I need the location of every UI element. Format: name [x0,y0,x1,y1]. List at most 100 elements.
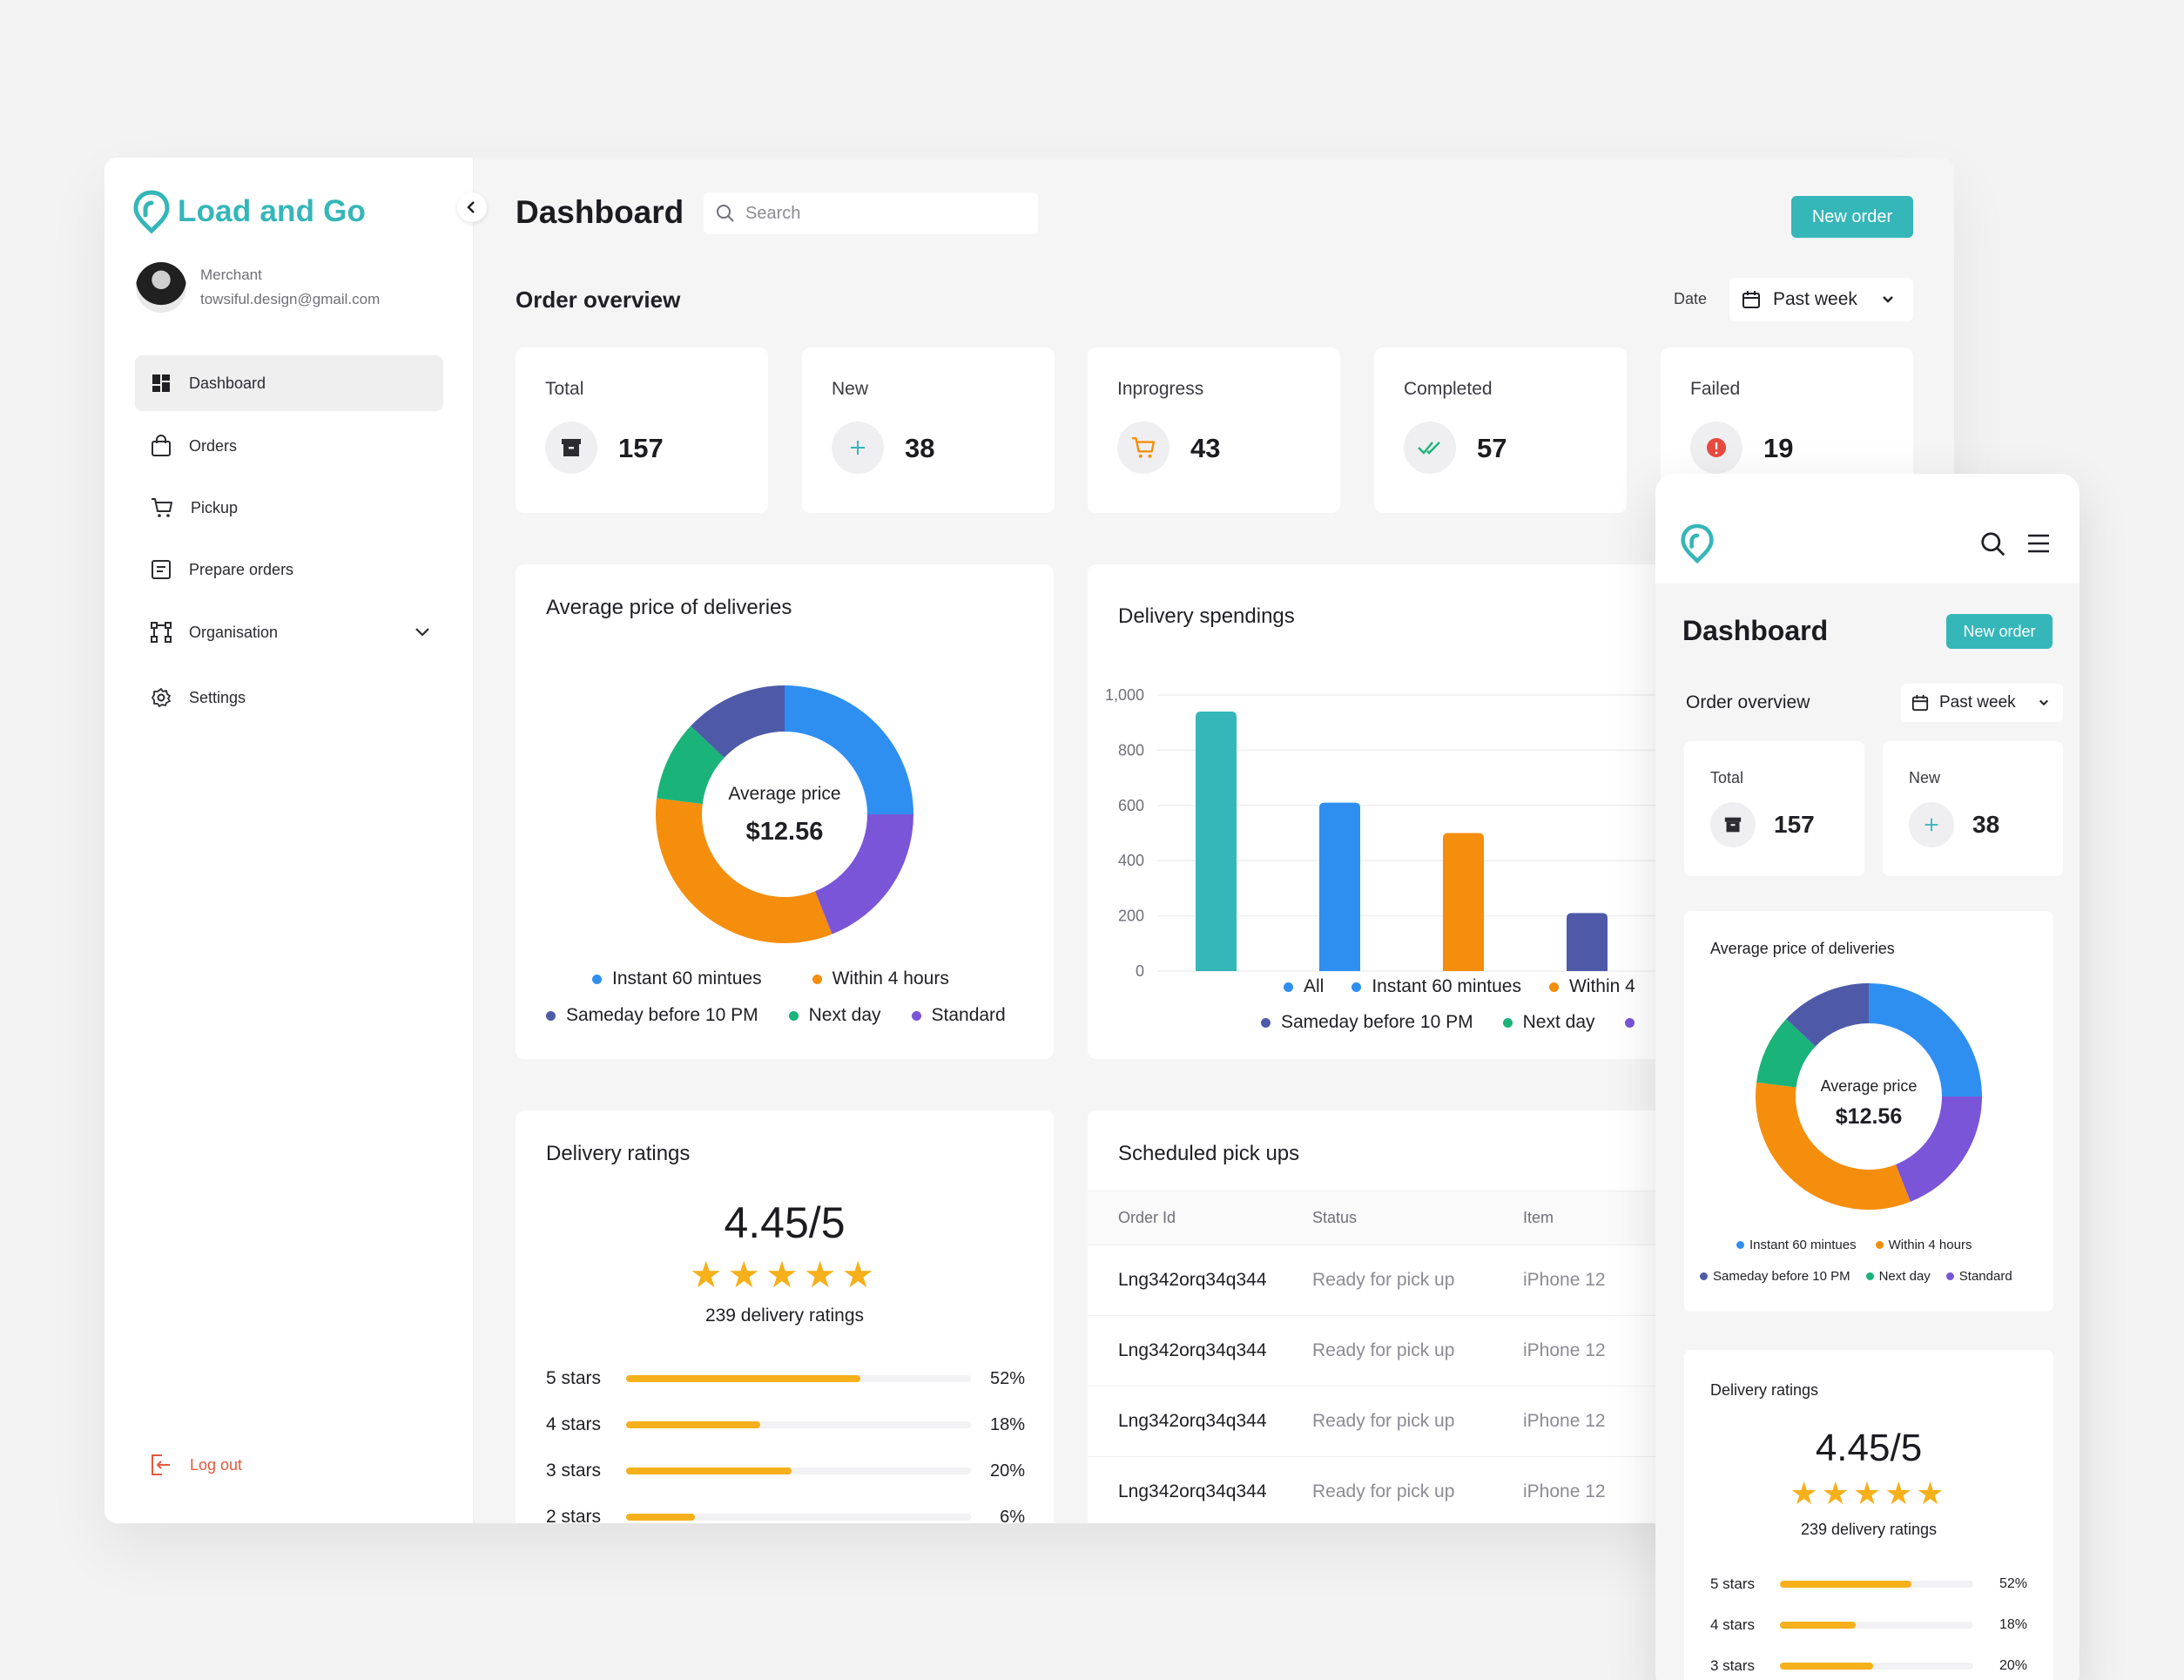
donut-center-value: $12.56 [1836,1104,1902,1129]
bar-legend-row-1: All Instant 60 mintues Within 4 [1284,976,1635,997]
bar-all[interactable] [1196,712,1237,971]
page-title: Dashboard [516,194,684,230]
y-tick-label: 400 [1118,852,1144,869]
donut-slice-standard[interactable] [814,814,913,934]
sidebar-item-label: Dashboard [189,374,266,392]
panel-title: Delivery ratings [1710,1381,1819,1399]
user-profile[interactable]: Merchant towsiful.design@gmail.com [136,262,380,313]
rating-bar-fill [1780,1663,1873,1670]
sidebar-item-pickup[interactable]: Pickup [135,480,443,536]
donut-slice-within-4-hours[interactable] [656,798,832,943]
legend-item: Sameday before 10 PM [1700,1269,1850,1284]
order-id-cell: Lng342orq34q344 [1088,1245,1312,1316]
donut-slice-instant-60-mintues[interactable] [785,685,913,814]
rating-row: 2 stars 6% [546,1504,1025,1523]
archive-icon [1710,802,1756,847]
date-range-select[interactable]: Past week [1729,278,1913,321]
mobile-stat-card-total[interactable]: Total 157 [1684,741,1864,876]
new-order-button[interactable]: New order [1791,196,1913,238]
rating-row-label: 5 stars [546,1368,602,1388]
bar-instant-60-mintues[interactable] [1319,802,1360,971]
sidebar-item-dashboard[interactable]: Dashboard [135,355,443,411]
rating-count: 239 delivery ratings [704,1306,865,1326]
column-header[interactable]: Order Id [1088,1191,1312,1245]
menu-icon[interactable] [2026,533,2051,554]
rating-bar-fill [1780,1622,1856,1629]
mobile-new-order-button[interactable]: New order [1946,614,2053,649]
mobile-page-title: Dashboard [1682,615,1829,646]
legend-item: Within 4 [1548,976,1635,997]
donut-slice-instant-60-mintues[interactable] [1869,983,1982,1096]
rating-row-percent: 6% [1000,1507,1025,1524]
logout-button[interactable]: Log out [150,1454,242,1476]
table-row[interactable]: Lng342orq34q344 Ready for pick up iPhone 1… [1088,1456,1913,1523]
mobile-overview-title: Order overview [1686,692,1810,712]
mobile-avg-price-panel: Average price of deliveries Average pric… [1684,911,2053,1312]
gear-icon [152,688,171,707]
stat-label: Inprogress [1117,379,1204,399]
rating-row: 3 stars 20% [1710,1653,2027,1679]
y-tick-label: 0 [1136,962,1144,980]
rating-bar-fill [626,1514,696,1521]
donut-slice-next-day[interactable] [657,725,725,805]
bar-within-4[interactable] [1443,833,1484,972]
bar-sameday-before-10-pm[interactable] [1567,913,1608,971]
donut-chart: Average price $12.56 [1756,983,1982,1210]
user-role: Merchant [200,267,262,283]
stat-value: 43 [1190,433,1221,463]
donut-slice-standard[interactable] [1895,1096,1982,1202]
donut-center-label: Average price [728,784,840,804]
legend-item: Sameday before 10 PM [546,1005,758,1026]
calendar-icon [1742,291,1760,308]
sidebar-item-orders[interactable]: Orders [135,418,443,474]
sidebar-item-prepare-orders[interactable]: Prepare orders [135,542,443,597]
rating-row: 4 stars 18% [546,1412,1025,1438]
stat-card-inprogress[interactable]: Inprogress 43 [1088,347,1340,513]
logo[interactable]: Load and Go [132,189,366,234]
stat-card-total[interactable]: Total 157 [516,347,768,513]
legend-item: Standard [1945,1269,2012,1284]
rating-row: 5 stars 52% [546,1366,1025,1392]
chevron-down-icon[interactable] [414,624,431,641]
sidebar-item-label: Pickup [191,498,239,516]
plus-icon [1909,802,1954,847]
date-range-value: Past week [1939,693,2016,712]
mobile-date-select[interactable]: Past week [1901,684,2063,722]
stat-card-new[interactable]: New 38 [802,347,1055,513]
rating-bar-track [1780,1663,1973,1670]
sidebar-item-label: Settings [189,688,246,706]
rating-row-label: 4 stars [1710,1616,1756,1633]
search-bar[interactable] [704,192,1038,234]
search-icon [717,205,734,222]
column-header[interactable]: Status [1312,1191,1523,1245]
ratings-panel: Delivery ratings 4.45/5 ★★★★★ 239 delive… [516,1110,1054,1523]
collapse-sidebar-button[interactable] [457,192,487,222]
legend-item: Instant 60 mintues [1736,1238,1857,1252]
mobile-stat-card-new[interactable]: New 38 [1883,741,2063,876]
donut-slice-sameday-before-10-pm[interactable] [691,685,785,758]
location-pin-icon[interactable] [1680,523,1715,564]
dashboard-icon [152,374,170,392]
order-id-cell: Lng342orq34q344 [1088,1386,1312,1457]
search-icon[interactable] [1980,531,2006,557]
mobile-legend-row-2: Sameday before 10 PM Next day Standard [1700,1269,2012,1284]
avatar [136,262,186,313]
donut-slice-sameday-before-10-pm[interactable] [1786,983,1869,1047]
legend-item: Next day [1865,1269,1931,1284]
donut-slice-within-4-hours[interactable] [1756,1082,1911,1210]
donut-slice-next-day[interactable] [1756,1019,1816,1088]
sidebar-item-organisation[interactable]: Organisation [135,604,443,660]
bar-legend-row-2: Sameday before 10 PM Next day [1261,1012,1635,1033]
list-icon [152,560,171,579]
status-cell: Ready for pick up [1312,1315,1523,1387]
order-id-cell: Lng342orq34q344 [1088,1456,1312,1523]
search-input[interactable] [745,203,1007,224]
rating-row-percent: 52% [989,1368,1025,1388]
y-tick-label: 800 [1118,741,1144,759]
stat-card-completed[interactable]: Completed 57 [1374,347,1627,513]
stat-value: 38 [905,433,935,463]
order-overview-title: Order overview [516,287,681,313]
sidebar-item-settings[interactable]: Settings [135,670,443,725]
sidebar: Load and Go Merchant towsiful.design@gma… [104,158,474,1523]
rating-bar-fill [626,1467,792,1474]
